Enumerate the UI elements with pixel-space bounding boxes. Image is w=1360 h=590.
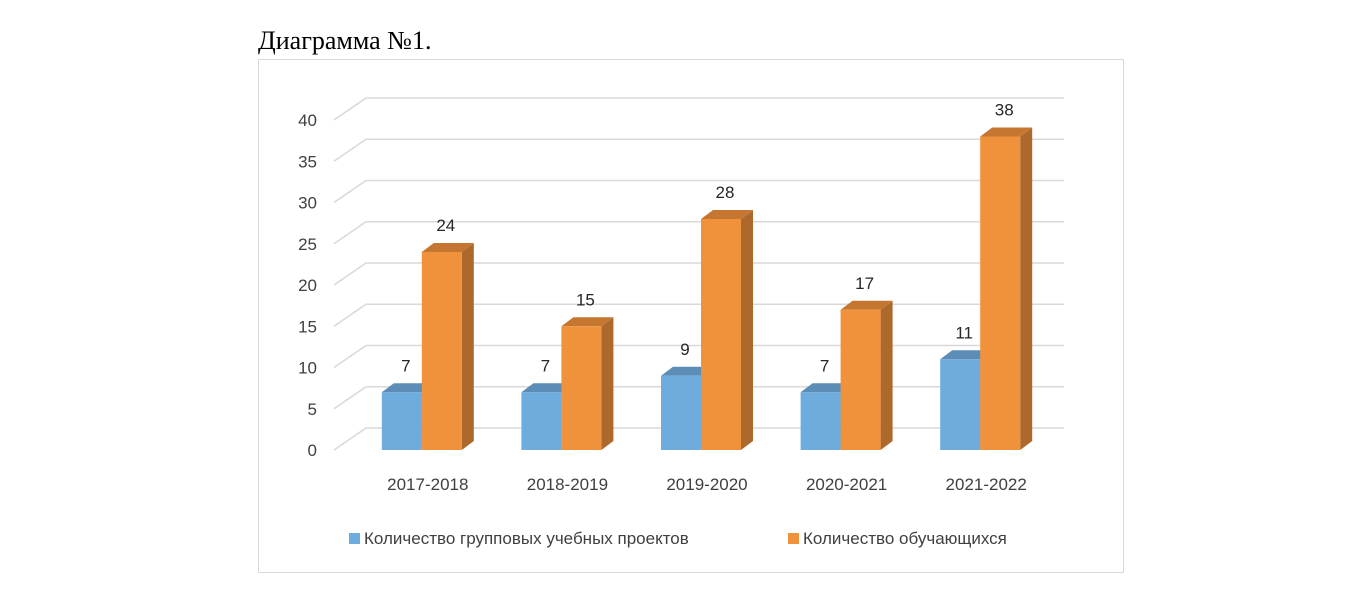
- x-category-label: 2021-2022: [946, 475, 1027, 494]
- bar: [421, 243, 474, 450]
- bars: [381, 127, 1033, 450]
- x-category-label: 2018-2019: [527, 475, 608, 494]
- data-label: 7: [820, 356, 829, 375]
- gridline: [333, 138, 1064, 162]
- y-tick-label: 0: [308, 441, 317, 460]
- data-label: 11: [955, 323, 973, 342]
- y-tick-label: 30: [298, 194, 317, 213]
- gridline: [333, 179, 1064, 204]
- data-label: 38: [995, 101, 1014, 120]
- legend: Количество групповых учебных проектов Кол…: [349, 529, 1007, 548]
- gridlines: [333, 97, 1064, 451]
- y-tick-label: 40: [298, 111, 317, 130]
- gridline: [333, 220, 1064, 245]
- x-category-label: 2020-2021: [806, 475, 887, 494]
- y-tick-label: 20: [298, 276, 317, 295]
- data-label: 7: [541, 356, 550, 375]
- gridline: [333, 344, 1064, 369]
- bar: [840, 300, 893, 450]
- bar-chart: 0 5 10 15 20 25 30 35 40 7 24 7 15 9 28 7 17 11 38 2017-2…: [298, 97, 1064, 548]
- y-tick-label: 10: [298, 359, 317, 378]
- chart-frame: 0 5 10 15 20 25 30 35 40 7 24 7 15 9 28 7 17 11 38 2017-2…: [258, 59, 1124, 573]
- x-category-label: 2017-2018: [387, 475, 468, 494]
- data-label: 7: [401, 356, 410, 375]
- bar: [980, 127, 1033, 450]
- data-label: 9: [680, 340, 689, 359]
- y-tick-label: 15: [298, 317, 317, 336]
- y-tick-label: 25: [298, 235, 317, 254]
- legend-swatch: [349, 533, 360, 544]
- legend-label: Количество групповых учебных проектов: [364, 529, 689, 548]
- x-axis-categories: 2017-2018 2018-2019 2019-2020 2020-2021 2021…: [387, 475, 1027, 494]
- x-category-label: 2019-2020: [666, 475, 747, 494]
- diagram-caption: Диаграмма №1.: [258, 26, 432, 55]
- bar: [561, 317, 614, 450]
- data-label: 17: [855, 274, 874, 293]
- legend-label: Количество обучающихся: [803, 529, 1007, 548]
- data-labels: 7 24 7 15 9 28 7 17 11 38: [401, 101, 1014, 376]
- y-tick-label: 5: [308, 400, 317, 419]
- bar: [701, 210, 753, 450]
- y-tick-label: 35: [298, 152, 317, 171]
- gridline: [333, 303, 1064, 327]
- data-label: 28: [716, 183, 735, 202]
- gridline: [333, 262, 1064, 286]
- data-label: 15: [576, 290, 595, 309]
- data-label: 24: [436, 216, 455, 235]
- y-axis-ticks: 0 5 10 15 20 25 30 35 40: [298, 111, 317, 460]
- legend-swatch: [788, 533, 799, 544]
- gridline: [333, 97, 1064, 121]
